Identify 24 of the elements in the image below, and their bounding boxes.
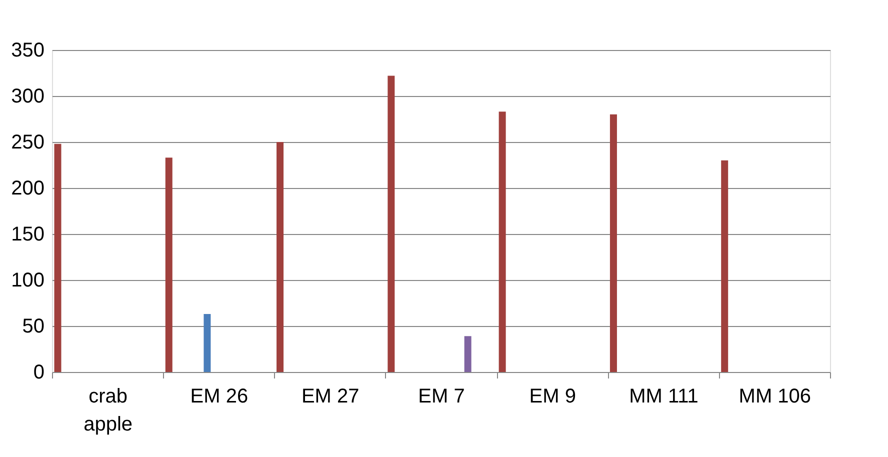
x-tick-label: EM 9 [529, 386, 576, 408]
bar [464, 336, 472, 372]
x-tick-label: EM 26 [190, 386, 248, 408]
bar [721, 160, 728, 372]
bar [610, 114, 617, 372]
y-tick-label: 50 [22, 316, 44, 338]
y-tick-label: 300 [11, 86, 44, 108]
y-tick-label: 350 [11, 40, 44, 62]
y-tick-label: 100 [11, 270, 44, 292]
y-tick-label: 200 [11, 178, 44, 200]
x-tick-label: EM 7 [418, 386, 465, 408]
x-tick-label: crab apple [84, 386, 133, 436]
bar [165, 158, 172, 372]
bar [388, 76, 395, 372]
x-tick-label: EM 27 [301, 386, 360, 408]
x-tick-label: MM 111 [629, 386, 698, 408]
y-tick-label: 250 [11, 132, 44, 154]
y-tick-label: 150 [11, 224, 44, 246]
y-tick-label: 0 [33, 362, 44, 384]
bar [498, 112, 506, 372]
bar [54, 144, 62, 372]
bar [276, 142, 284, 372]
bar [204, 314, 211, 372]
x-tick-label: MM 106 [738, 386, 812, 408]
